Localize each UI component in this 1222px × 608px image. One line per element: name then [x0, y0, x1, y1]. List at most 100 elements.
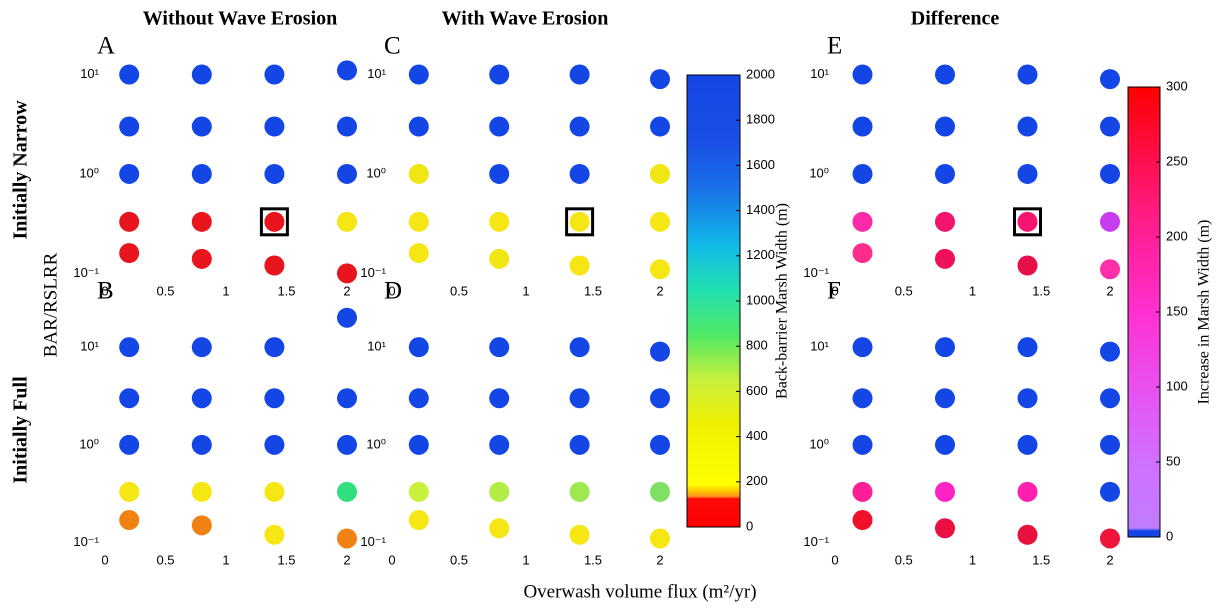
point — [191, 337, 212, 358]
point — [650, 259, 670, 280]
colorbar-tick-label: 0 — [746, 518, 753, 533]
point — [852, 481, 873, 502]
panel-letter: D — [384, 278, 402, 305]
x-tick-label: 1 — [522, 552, 529, 567]
y-tick-label: 10¹ — [810, 339, 829, 354]
point — [408, 337, 429, 358]
colorbar-label: Increase in Marsh Width (m) — [1196, 220, 1213, 405]
colorbar — [686, 74, 741, 528]
x-tick-label: 1.5 — [277, 283, 295, 298]
x-axis-label: Overwash volume flux (m²/yr) — [523, 581, 756, 602]
point — [852, 64, 873, 85]
point — [337, 211, 357, 232]
y-tick-label: 10⁻¹ — [360, 265, 386, 280]
point — [489, 388, 510, 409]
x-tick-label: 2 — [656, 552, 663, 567]
point — [264, 434, 285, 455]
point — [569, 481, 590, 502]
point — [935, 248, 955, 269]
point — [1017, 255, 1038, 276]
point — [852, 243, 873, 264]
point — [1100, 341, 1120, 362]
point — [1017, 64, 1038, 85]
x-tick-label: 0.5 — [450, 552, 468, 567]
point — [1017, 434, 1038, 455]
point — [569, 116, 590, 137]
point — [489, 337, 510, 358]
y-tick-label: 10⁰ — [366, 436, 386, 451]
x-tick-label: 1.5 — [1032, 552, 1050, 567]
point — [650, 481, 670, 502]
point — [264, 524, 285, 545]
point — [569, 64, 590, 85]
point — [408, 243, 429, 264]
point — [408, 510, 429, 531]
x-tick-label: 2 — [343, 283, 350, 298]
point — [935, 337, 955, 358]
point — [337, 388, 357, 409]
y-tick-label: 10⁰ — [809, 165, 829, 180]
point — [119, 388, 140, 409]
point — [935, 434, 955, 455]
point — [337, 307, 357, 328]
y-tick-label: 10¹ — [367, 66, 386, 81]
colorbar-tick-label: 250 — [1166, 153, 1188, 168]
point — [337, 60, 357, 81]
x-tick-label: 0 — [101, 552, 108, 567]
point — [1100, 388, 1120, 409]
point — [1100, 434, 1120, 455]
point — [489, 163, 510, 184]
point — [119, 163, 140, 184]
x-tick-label: 0 — [388, 552, 395, 567]
x-tick-label: 1.5 — [1032, 283, 1050, 298]
point — [1017, 388, 1038, 409]
colorbar-tick-label: 150 — [1166, 303, 1188, 318]
x-tick-label: 0.5 — [156, 283, 174, 298]
point — [337, 481, 357, 502]
x-tick-label: 0.5 — [895, 552, 913, 567]
point — [264, 211, 285, 232]
point — [489, 116, 510, 137]
point — [337, 116, 357, 137]
point — [191, 434, 212, 455]
colorbar-tick-label: 50 — [1166, 453, 1180, 468]
point — [852, 388, 873, 409]
y-tick-label: 10⁰ — [809, 436, 829, 451]
x-tick-label: 2 — [1106, 552, 1113, 567]
colorbar-tick-label: 1400 — [746, 202, 775, 217]
x-tick-label: 1.5 — [277, 552, 295, 567]
point — [264, 116, 285, 137]
point — [119, 116, 140, 137]
point — [935, 64, 955, 85]
point — [264, 64, 285, 85]
point — [852, 337, 873, 358]
point — [1017, 481, 1038, 502]
point — [1100, 481, 1120, 502]
point — [264, 163, 285, 184]
point — [337, 263, 357, 284]
colorbar-label: Back-barrier Marsh Width (m) — [774, 203, 791, 399]
x-tick-label: 1 — [222, 283, 229, 298]
point — [264, 481, 285, 502]
point — [408, 388, 429, 409]
point — [935, 518, 955, 539]
point — [569, 524, 590, 545]
point — [650, 434, 670, 455]
x-tick-label: 1 — [969, 283, 976, 298]
point — [935, 211, 955, 232]
y-tick-label: 10⁰ — [79, 436, 99, 451]
colorbar-tick-label: 300 — [1166, 78, 1188, 93]
colorbar-tick-label: 600 — [746, 383, 768, 398]
point — [1100, 528, 1120, 549]
point — [1017, 116, 1038, 137]
column-title: With Wave Erosion — [442, 8, 609, 30]
point — [191, 116, 212, 137]
point — [569, 211, 590, 232]
point — [337, 163, 357, 184]
x-tick-label: 0 — [831, 552, 838, 567]
point — [119, 211, 140, 232]
panel-letter: C — [384, 33, 401, 60]
panel-letter: F — [827, 278, 841, 305]
point — [337, 434, 357, 455]
point — [650, 69, 670, 90]
